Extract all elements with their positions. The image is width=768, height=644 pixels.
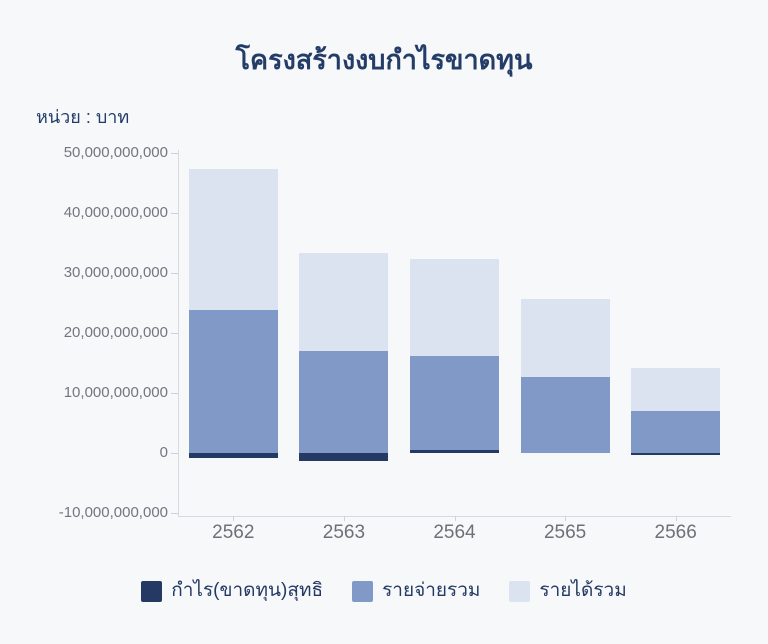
y-tick-label: 10,000,000,000 bbox=[63, 384, 168, 401]
bar-2564-net[interactable] bbox=[410, 450, 499, 453]
legend: กำไร(ขาดทุน)สุทธิ รายจ่ายรวม รายได้รวม bbox=[0, 580, 768, 602]
y-tick-label: 30,000,000,000 bbox=[63, 264, 168, 281]
x-tick-label-2565: 2565 bbox=[543, 522, 587, 543]
legend-item-2[interactable]: รายได้รวม bbox=[509, 580, 627, 602]
x-tick-label-2566: 2566 bbox=[654, 522, 697, 543]
y-tick-mark bbox=[171, 213, 178, 214]
bar-2565-revenue[interactable] bbox=[520, 299, 610, 378]
bar-2563-revenue[interactable] bbox=[299, 253, 389, 351]
bar-2566-expenses[interactable] bbox=[631, 411, 721, 453]
y-tick-label: 50,000,000,000 bbox=[63, 144, 168, 161]
y-tick-mark bbox=[171, 333, 178, 334]
unit-label: หน่วย : บาท bbox=[36, 107, 130, 127]
y-tick-label: 0 bbox=[159, 444, 168, 461]
y-tick-mark bbox=[171, 273, 178, 274]
y-tick-mark bbox=[171, 453, 178, 454]
bar-2566-net[interactable] bbox=[631, 453, 721, 456]
y-tick-label: 20,000,000,000 bbox=[63, 324, 168, 341]
legend-item-1[interactable]: รายจ่ายรวม bbox=[352, 580, 480, 602]
x-tick-mark bbox=[233, 516, 235, 521]
bar-2563-net[interactable] bbox=[299, 453, 389, 462]
bar-2562-net[interactable] bbox=[188, 453, 278, 459]
x-tick-mark bbox=[565, 516, 567, 521]
y-tick-mark bbox=[171, 393, 178, 394]
y-tick-label: 40,000,000,000 bbox=[63, 204, 168, 221]
legend-label: รายได้รวม bbox=[539, 580, 627, 601]
y-axis-line bbox=[178, 150, 179, 516]
legend-swatch-icon bbox=[352, 580, 374, 602]
x-tick-mark bbox=[675, 516, 677, 521]
bar-2563-expenses[interactable] bbox=[299, 351, 389, 453]
legend-label: กำไร(ขาดทุน)สุทธิ bbox=[171, 580, 324, 601]
bar-2564-expenses[interactable] bbox=[410, 356, 499, 453]
x-tick-mark bbox=[343, 516, 345, 521]
x-tick-mark bbox=[454, 516, 456, 521]
y-tick-mark bbox=[171, 513, 178, 514]
y-tick-mark bbox=[171, 153, 178, 154]
x-tick-label-2562: 2562 bbox=[212, 522, 255, 543]
legend-label: รายจ่ายรวม bbox=[382, 580, 481, 601]
chart-title: โครงสร้างงบกำไรขาดทุน bbox=[235, 45, 533, 75]
bar-2566-revenue[interactable] bbox=[631, 367, 721, 411]
legend-swatch-icon bbox=[509, 580, 531, 602]
bar-2562-expenses[interactable] bbox=[188, 309, 278, 453]
bar-2565-expenses[interactable] bbox=[520, 377, 610, 453]
bar-2564-revenue[interactable] bbox=[410, 259, 499, 357]
legend-swatch-icon bbox=[141, 580, 163, 602]
bar-2562-revenue[interactable] bbox=[188, 168, 278, 310]
x-tick-label-2563: 2563 bbox=[322, 522, 366, 543]
y-tick-label: -10,000,000,000 bbox=[58, 504, 168, 521]
x-tick-label-2564: 2564 bbox=[433, 522, 476, 543]
legend-item-0[interactable]: กำไร(ขาดทุน)สุทธิ bbox=[141, 580, 323, 602]
